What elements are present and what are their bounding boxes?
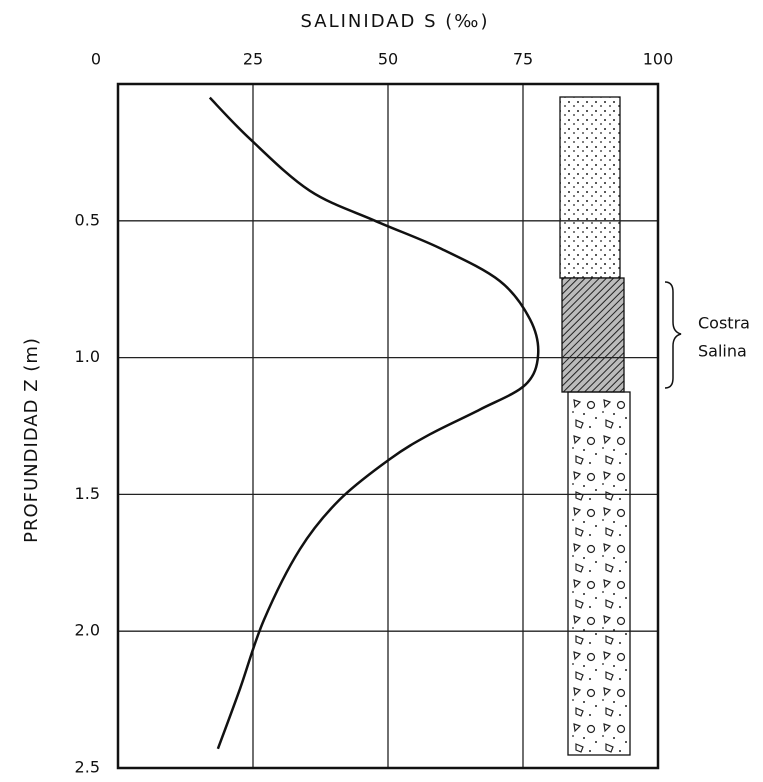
y-tick-label: 0.5: [75, 210, 100, 229]
brace: [664, 281, 682, 389]
x-tick-label: 0: [91, 50, 101, 69]
chart-title: SALINIDAD S (‰): [301, 11, 490, 32]
salinity-curve: [208, 96, 540, 750]
y-axis-title: PROFUNDIDAD Z (m): [21, 337, 42, 543]
y-tick-label: 2.5: [75, 758, 100, 777]
y-tick-label: 1.5: [75, 484, 100, 503]
plot-frame: [116, 82, 660, 770]
annotation: Salina: [698, 342, 747, 361]
x-tick-label: 50: [378, 50, 398, 69]
x-tick-label: 100: [643, 50, 674, 69]
y-tick-label: 2.0: [75, 621, 100, 640]
x-tick-label: 75: [513, 50, 533, 69]
y-tick-label: 1.0: [75, 347, 100, 366]
x-tick-label: 25: [243, 50, 263, 69]
annotation: Costra: [698, 314, 750, 333]
soil-column: [559, 96, 631, 756]
